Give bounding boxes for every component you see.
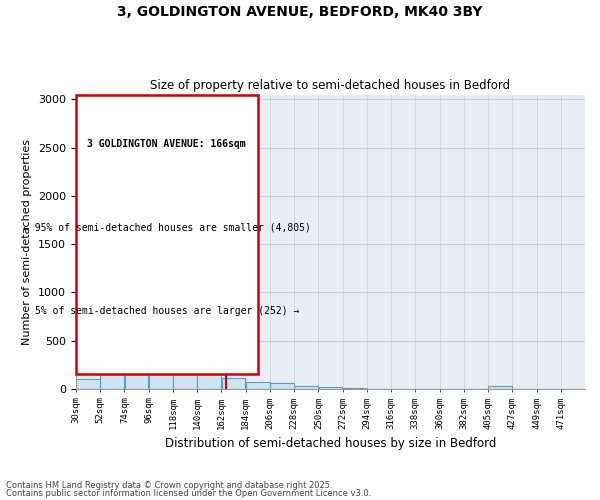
Bar — [295, 386, 318, 389]
Text: Contains public sector information licensed under the Open Government Licence v3: Contains public sector information licen… — [6, 488, 371, 498]
Bar — [149, 290, 173, 389]
Bar — [221, 378, 245, 389]
Text: 3 GOLDINGTON AVENUE: 166sqm: 3 GOLDINGTON AVENUE: 166sqm — [88, 138, 246, 148]
Text: ← 95% of semi-detached houses are smaller (4,805): ← 95% of semi-detached houses are smalle… — [23, 222, 311, 232]
Bar — [125, 172, 148, 389]
Bar — [76, 379, 100, 389]
Bar — [319, 388, 343, 389]
Text: Contains HM Land Registry data © Crown copyright and database right 2025.: Contains HM Land Registry data © Crown c… — [6, 481, 332, 490]
Bar — [270, 384, 294, 389]
Text: 5% of semi-detached houses are larger (252) →: 5% of semi-detached houses are larger (2… — [35, 306, 299, 316]
X-axis label: Distribution of semi-detached houses by size in Bedford: Distribution of semi-detached houses by … — [165, 437, 496, 450]
FancyBboxPatch shape — [76, 94, 258, 374]
Bar — [173, 349, 197, 389]
Y-axis label: Number of semi-detached properties: Number of semi-detached properties — [22, 138, 32, 344]
Bar — [100, 307, 124, 389]
Bar — [197, 370, 221, 389]
Text: 3, GOLDINGTON AVENUE, BEDFORD, MK40 3BY: 3, GOLDINGTON AVENUE, BEDFORD, MK40 3BY — [117, 5, 483, 19]
Title: Size of property relative to semi-detached houses in Bedford: Size of property relative to semi-detach… — [151, 79, 511, 92]
Bar — [488, 386, 512, 389]
Bar — [246, 382, 269, 389]
